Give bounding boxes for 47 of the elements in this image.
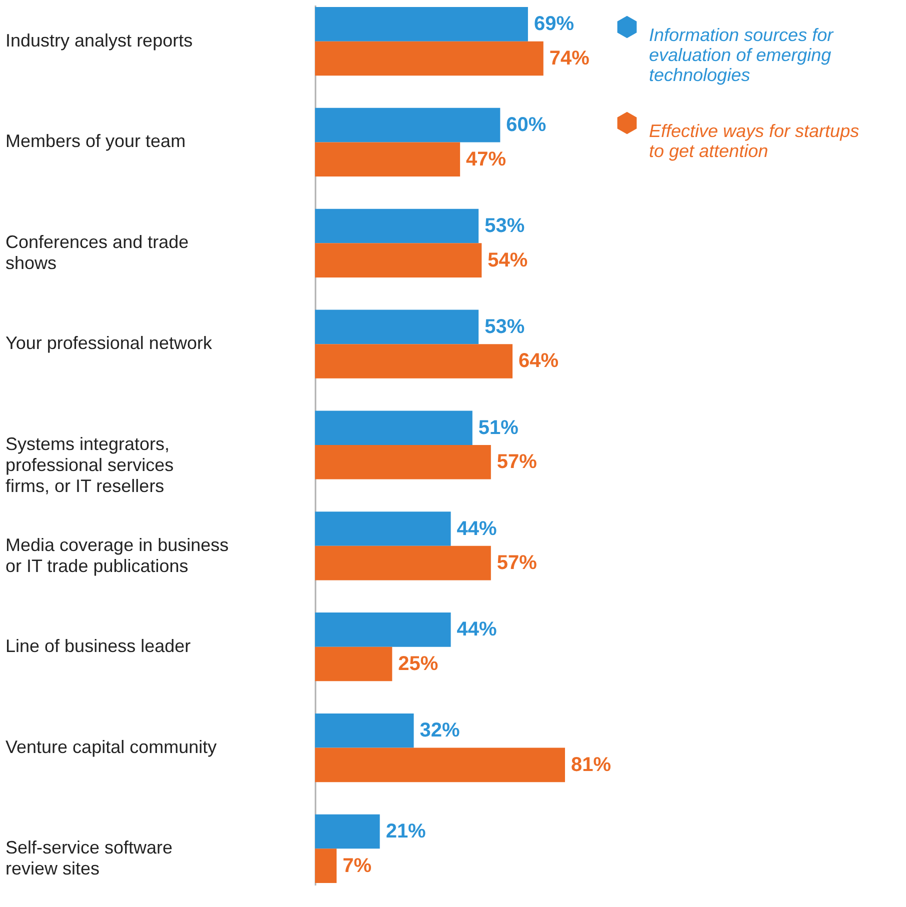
y-tick-label: Systems integrators, professional services firms, or IT resellers: [6, 434, 174, 496]
bar: [315, 848, 337, 883]
data-label: 69%: [534, 13, 574, 36]
bar: [315, 243, 482, 278]
data-label: 57%: [496, 552, 538, 574]
y-tick-label: Conferences and trade shows: [6, 232, 189, 274]
bar: [315, 713, 414, 748]
y-tick-label: Line of business leader: [6, 636, 191, 656]
data-label: 57%: [496, 451, 538, 474]
bar: [315, 410, 472, 445]
y-tick-label: Media coverage in business or IT trade publications: [6, 534, 229, 576]
data-label: 21%: [386, 820, 426, 843]
data-label: 7%: [342, 854, 372, 877]
bar: [315, 646, 392, 682]
data-label: 44%: [456, 518, 498, 540]
bar: [315, 512, 451, 546]
y-tick-label: Venture capital community: [6, 736, 217, 757]
data-label: 53%: [484, 316, 525, 338]
legend-label: Effective ways for startups to get attention: [649, 121, 860, 161]
y-tick-label: Members of your team: [6, 131, 186, 152]
bar: [315, 7, 528, 42]
bar: [315, 814, 380, 849]
bar: [315, 208, 479, 244]
data-label: 53%: [484, 215, 525, 238]
bar: [315, 612, 451, 647]
y-tick-label: Self-service software review sites: [6, 838, 173, 879]
bar: [315, 108, 500, 142]
data-label: 81%: [571, 754, 612, 776]
bar: [315, 748, 565, 782]
data-label: 60%: [506, 114, 546, 136]
data-label: 51%: [478, 416, 519, 439]
bar: [315, 445, 491, 480]
data-label: 74%: [549, 47, 590, 70]
data-label: 25%: [398, 652, 438, 675]
y-tick-label: Your professional network: [6, 333, 213, 354]
legend-label: Information sources for evaluation of emerging technologies: [649, 25, 834, 85]
bar: [315, 546, 491, 580]
data-label: 64%: [518, 350, 559, 372]
bar: [315, 142, 460, 177]
data-label: 47%: [466, 148, 506, 170]
bar: [315, 344, 513, 378]
data-label: 54%: [488, 249, 528, 272]
bar: [315, 310, 479, 344]
y-tick-label: Industry analyst reports: [6, 30, 193, 50]
data-label: 44%: [456, 618, 498, 641]
bar: [315, 41, 544, 76]
data-label: 32%: [420, 720, 460, 742]
